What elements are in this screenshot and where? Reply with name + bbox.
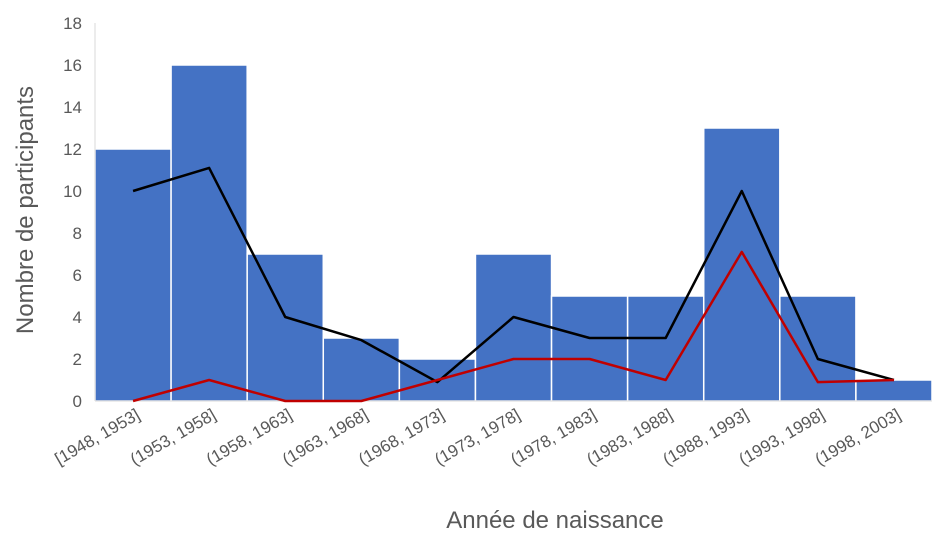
y-tick-label: 2 xyxy=(73,350,82,369)
y-tick-label: 10 xyxy=(63,182,82,201)
x-tick-label: (1953, 1958] xyxy=(127,405,219,469)
bar xyxy=(550,295,629,402)
y-tick-label: 18 xyxy=(63,14,82,33)
x-tick-label: (1993, 1998] xyxy=(736,405,828,469)
x-tick-label: (1983, 1988] xyxy=(584,405,676,469)
bar xyxy=(855,379,932,402)
bar xyxy=(246,253,325,402)
x-tick-label: (1973, 1978] xyxy=(431,405,523,469)
y-tick-label: 0 xyxy=(73,392,82,411)
x-axis-ticks: [1948, 1953](1953, 1958](1958, 1963](196… xyxy=(52,405,904,469)
bar xyxy=(474,253,553,402)
x-tick-label: (1958, 1963] xyxy=(203,405,295,469)
x-axis-title: Année de naissance xyxy=(446,507,664,534)
bar xyxy=(779,295,857,402)
bar xyxy=(94,148,172,402)
x-tick-label: (1998, 2003] xyxy=(812,405,904,469)
x-tick-label: [1948, 1953] xyxy=(52,405,143,469)
y-tick-label: 14 xyxy=(63,98,82,117)
x-tick-label: (1968, 1973] xyxy=(355,405,447,469)
bar xyxy=(170,64,248,402)
x-tick-label: (1963, 1968] xyxy=(279,405,371,469)
y-axis-ticks: 0 2 4 6 8 10 12 14 16 18 xyxy=(63,14,82,411)
y-tick-label: 16 xyxy=(63,56,82,75)
x-tick-label: (1988, 1993] xyxy=(660,405,752,469)
series-line-2 xyxy=(132,250,894,403)
x-tick-label: (1978, 1983] xyxy=(507,405,599,469)
y-tick-label: 4 xyxy=(73,308,82,327)
y-axis-title: Nombre de participants xyxy=(12,86,39,334)
y-tick-label: 6 xyxy=(73,266,82,285)
lines xyxy=(132,166,895,403)
series-line-1 xyxy=(132,166,895,384)
y-tick-label: 8 xyxy=(73,224,82,243)
y-tick-label: 12 xyxy=(63,140,82,159)
bar xyxy=(702,127,781,402)
bar xyxy=(322,337,401,402)
bar xyxy=(626,295,705,402)
bars xyxy=(94,23,932,402)
